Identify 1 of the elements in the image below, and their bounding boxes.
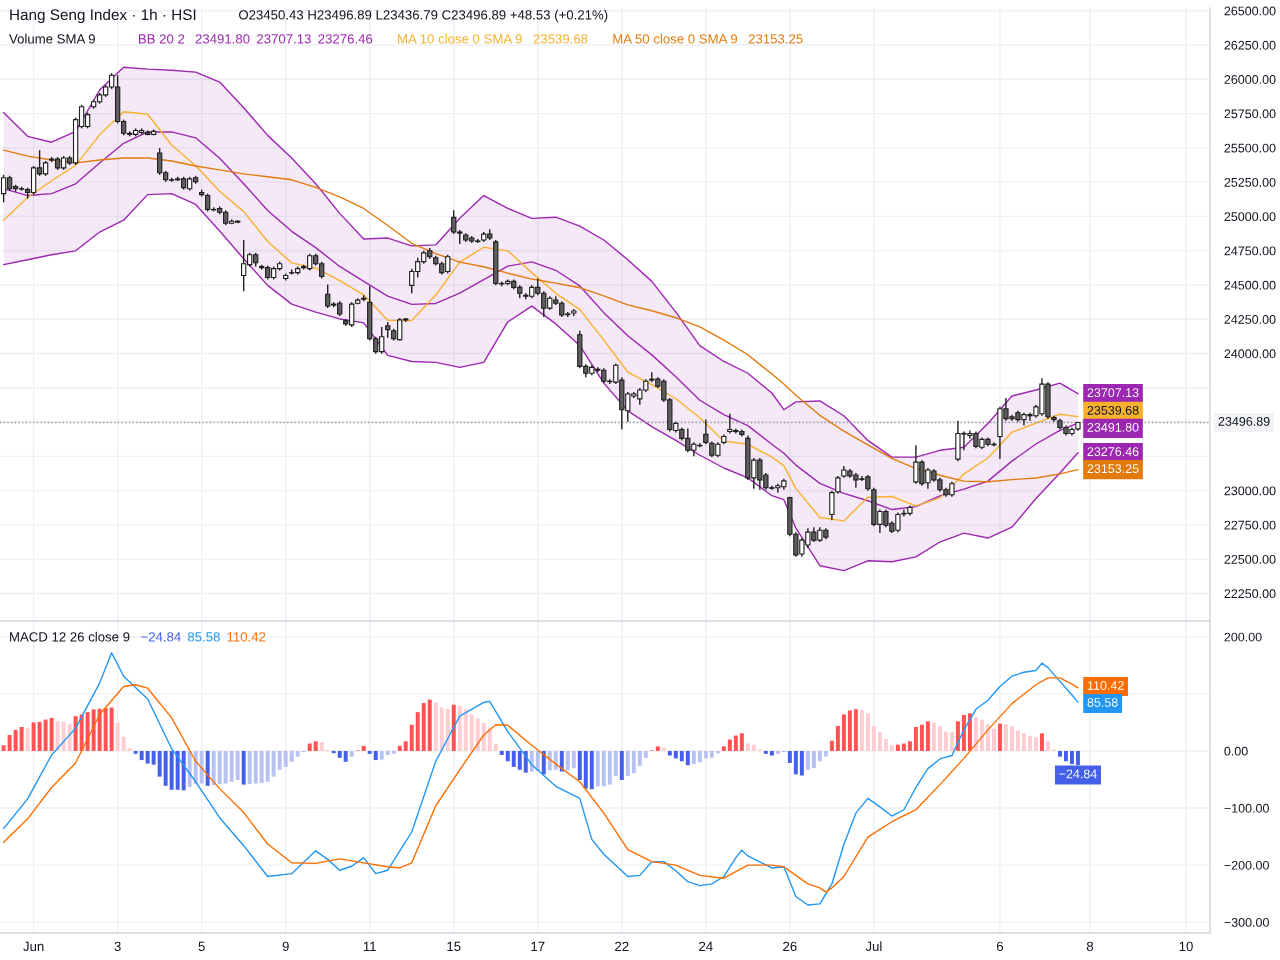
bar (1, 745, 6, 751)
